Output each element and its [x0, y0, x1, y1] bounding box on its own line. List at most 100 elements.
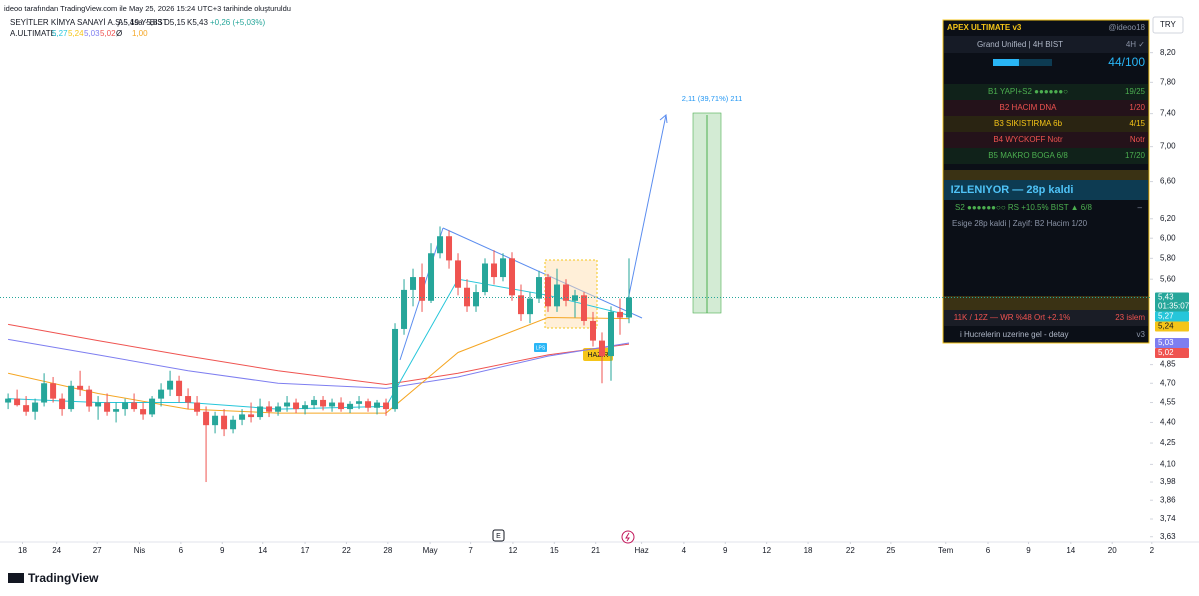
y-tick-label: 6,00: [1160, 233, 1176, 242]
panel-row: [944, 116, 1148, 132]
price-badge: [1155, 292, 1189, 312]
panel-row-value: 1/20: [1129, 103, 1145, 112]
candle-body: [473, 292, 480, 307]
candle-body: [68, 385, 75, 410]
x-tick-label: 18: [18, 546, 27, 555]
x-tick-label: 12: [508, 546, 517, 555]
candle-body: [311, 399, 318, 406]
candle-body: [554, 284, 561, 307]
x-tick-label: 20: [1108, 546, 1117, 555]
candle-body: [374, 402, 381, 408]
candle-body: [580, 295, 587, 321]
candle-body: [616, 311, 623, 318]
candle-body: [437, 236, 444, 254]
candle-body: [149, 398, 156, 415]
arrow-head: [659, 114, 668, 124]
dividend-marker: [621, 530, 635, 544]
candle-body: [239, 414, 246, 420]
candle-body: [302, 405, 309, 410]
x-tick-label: 14: [1066, 546, 1075, 555]
indicator-value: Ø: [116, 29, 122, 38]
x-tick-label: 4: [682, 546, 687, 555]
y-tick-label: 3,63: [1160, 532, 1176, 541]
x-tick-label: 6: [179, 546, 184, 555]
x-tick-label: 14: [258, 546, 267, 555]
candle-body: [32, 402, 39, 412]
candle-body: [122, 402, 129, 410]
panel-note: Esige 28p kaldi | Zayif: B2 Hacim 1/20: [952, 219, 1088, 228]
score-track: [993, 59, 1052, 66]
candle-body: [589, 320, 596, 341]
candle-body: [383, 402, 390, 410]
y-tick-label: 4,10: [1160, 460, 1176, 469]
x-tick-label: 15: [550, 546, 559, 555]
symbol: SEYİTLER KİMYA SANAYİ A.Ş. · 4sa · BIST: [10, 18, 168, 27]
panel-version: v3: [1137, 330, 1146, 339]
x-tick-label: 28: [383, 546, 392, 555]
x-tick-label: 27: [93, 546, 102, 555]
x-tick-label: 18: [804, 546, 813, 555]
ohlc-value: A5,19: [118, 18, 139, 27]
candle-body: [607, 311, 614, 357]
panel-row: [944, 132, 1148, 148]
y-tick-label: 7,00: [1160, 142, 1176, 151]
candle-body: [95, 402, 102, 407]
panel-mode: Grand Unified | 4H BIST: [977, 40, 1063, 49]
candle-body: [167, 380, 174, 390]
brand: TradingView: [28, 571, 99, 585]
panel-row-value: 17/20: [1125, 151, 1146, 160]
panel-row-label: B3 SIKISTIRMA 6b: [994, 119, 1063, 128]
candle-body: [140, 409, 147, 415]
panel-row-value: 4/15: [1129, 119, 1145, 128]
candle-body: [563, 284, 570, 301]
candle-body: [338, 402, 345, 410]
y-tick-label: 6,60: [1160, 177, 1176, 186]
y-tick-label: 5,80: [1160, 253, 1176, 262]
marker-label: LPS: [536, 345, 546, 351]
bolt: [625, 532, 630, 542]
panel-tf: 4H ✓: [1126, 40, 1145, 49]
candle-body: [293, 402, 300, 410]
y-tick-label: 7,40: [1160, 109, 1176, 118]
candle-body: [104, 402, 111, 412]
moving-average: [8, 338, 630, 389]
candle-body: [482, 263, 489, 293]
y-tick-label: 5,60: [1160, 274, 1176, 283]
price-badge-label: 5,24: [1158, 322, 1174, 331]
x-tick-label: 7: [468, 546, 473, 555]
candle-body: [419, 277, 426, 301]
indicator-value: 5,27: [52, 29, 68, 38]
ohlc-value: K5,43: [187, 18, 208, 27]
y-tick-label: 8,20: [1160, 48, 1176, 57]
candle-body: [545, 277, 552, 307]
candle-body: [518, 295, 525, 315]
y-tick-label: 4,40: [1160, 418, 1176, 427]
y-tick-label: 4,85: [1160, 360, 1176, 369]
panel-status: IZLENIYOR — 28p kaldi: [951, 184, 1074, 196]
candle-body: [392, 328, 399, 410]
x-tick-label: 22: [342, 546, 351, 555]
candle-body: [113, 409, 120, 412]
event-label: E: [496, 533, 501, 540]
candle-body: [59, 398, 66, 410]
trendline: [442, 227, 643, 319]
marker: [534, 343, 547, 352]
y-tick-label: 6,20: [1160, 214, 1176, 223]
candle-body: [428, 253, 435, 301]
logo: [8, 573, 24, 583]
price-badge: [1155, 321, 1189, 332]
x-tick-label: 22: [846, 546, 855, 555]
panel-row: [944, 148, 1148, 164]
x-tick-label: 9: [1026, 546, 1031, 555]
candle-body: [356, 401, 363, 404]
candle-body: [401, 289, 408, 329]
candle-body: [527, 298, 534, 315]
candle-body: [329, 402, 336, 407]
candle-body: [212, 415, 219, 426]
moving-average: [8, 323, 630, 386]
y-tick-label: 3,86: [1160, 495, 1176, 504]
x-tick-label: Tem: [938, 546, 953, 555]
x-tick-label: 2: [1150, 546, 1155, 555]
